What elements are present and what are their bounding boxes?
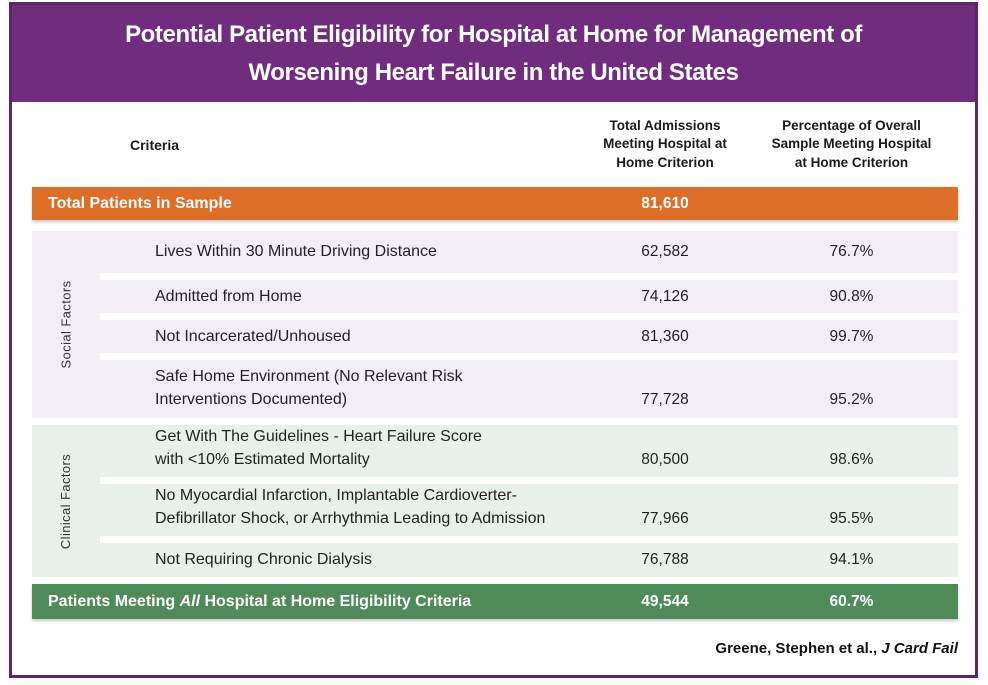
table-row: Safe Home Environment (No Relevant Risk … (100, 360, 958, 418)
admissions-value: 77,966 (641, 510, 689, 528)
figure-title: Potential Patient Eligibility for Hospit… (125, 20, 862, 86)
column-header-criteria: Criteria (130, 136, 180, 153)
total-patients-value: 81,610 (641, 194, 689, 212)
percentage-value: 95.5% (829, 510, 874, 528)
citation: Greene, Stephen et al., J Card Fail (32, 640, 958, 657)
criteria-text: Not Requiring Chronic Dialysis (155, 551, 372, 569)
all-criteria-percent: 60.7% (829, 592, 874, 610)
figure-frame: Potential Patient Eligibility for Hospit… (9, 2, 978, 678)
clinical-factors-label-strip: Clinical Factors (32, 425, 100, 577)
percentage-value: 95.2% (829, 391, 874, 408)
all-criteria-label-pre: Patients Meeting (48, 592, 180, 610)
criteria-text: Get With The Guidelines - Heart Failure … (155, 428, 482, 469)
all-criteria-label-post: Hospital at Home Eligibility Criteria (200, 592, 472, 610)
social-factors-section: Social Factors Lives Within 30 Minute Dr… (32, 231, 958, 418)
percentage-value: 76.7% (829, 243, 874, 260)
criteria-text: Admitted from Home (155, 287, 302, 305)
table-row: No Myocardial Infarction, Implantable Ca… (100, 484, 958, 536)
column-header-total-admissions: Total Admissions Meeting Hospital at Hom… (603, 118, 727, 170)
admissions-value: 62,582 (641, 243, 689, 260)
table-content: Criteria Total Admissions Meeting Hospit… (12, 102, 975, 657)
clinical-factors-label: Clinical Factors (58, 453, 74, 549)
admissions-value: 77,728 (641, 391, 689, 408)
percentage-value: 94.1% (829, 551, 874, 568)
total-patients-row: Total Patients in Sample 81,610 (32, 187, 958, 220)
table-row: Get With The Guidelines - Heart Failure … (100, 425, 958, 477)
criteria-text: Not Incarcerated/Unhoused (155, 327, 351, 345)
all-criteria-summary-row: Patients Meeting All Hospital at Home El… (32, 584, 958, 619)
criteria-text: Lives Within 30 Minute Driving Distance (155, 243, 437, 261)
all-criteria-value: 49,544 (641, 592, 689, 610)
citation-authors: Greene, Stephen et al., (715, 640, 882, 657)
percentage-value: 98.6% (829, 451, 874, 469)
social-factors-rows: Lives Within 30 Minute Driving Distance … (100, 231, 958, 418)
table-row: Lives Within 30 Minute Driving Distance … (100, 231, 958, 273)
admissions-value: 80,500 (641, 451, 689, 469)
social-factors-label: Social Factors (58, 280, 74, 369)
percentage-value: 99.7% (829, 327, 874, 345)
clinical-factors-section: Clinical Factors Get With The Guidelines… (32, 425, 958, 577)
total-patients-label: Total Patients in Sample (48, 194, 232, 212)
social-factors-label-strip: Social Factors (32, 231, 100, 418)
admissions-value: 74,126 (641, 287, 689, 305)
table-header-row: Criteria Total Admissions Meeting Hospit… (32, 102, 958, 187)
admissions-value: 76,788 (641, 551, 689, 568)
clinical-factors-rows: Get With The Guidelines - Heart Failure … (100, 425, 958, 577)
title-banner: Potential Patient Eligibility for Hospit… (12, 5, 975, 102)
admissions-value: 81,360 (641, 327, 689, 345)
percentage-value: 90.8% (829, 287, 874, 305)
all-criteria-label: Patients Meeting All Hospital at Home El… (32, 593, 585, 611)
table-row: Admitted from Home 74,126 90.8% (100, 280, 958, 313)
all-criteria-label-italic: All (179, 592, 201, 610)
column-header-percentage: Percentage of Overall Sample Meeting Hos… (771, 118, 932, 170)
citation-journal: J Card Fail (881, 640, 958, 657)
table-row: Not Requiring Chronic Dialysis 76,788 94… (100, 543, 958, 577)
criteria-text: Safe Home Environment (No Relevant Risk … (155, 367, 463, 408)
criteria-text: No Myocardial Infarction, Implantable Ca… (155, 487, 546, 528)
table-row: Not Incarcerated/Unhoused 81,360 99.7% (100, 320, 958, 353)
